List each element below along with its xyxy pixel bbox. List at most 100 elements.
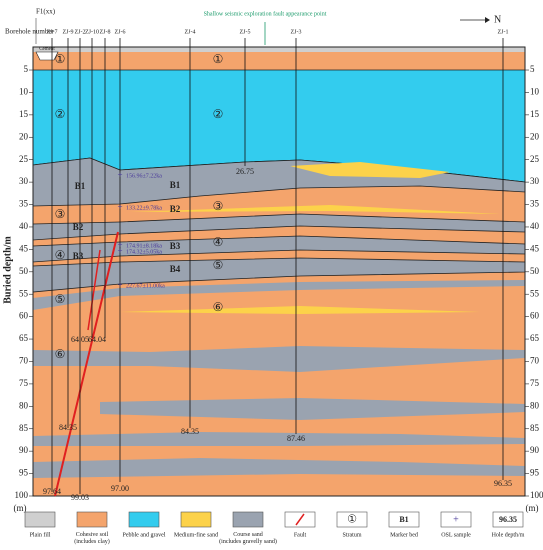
legend-swatch: [180, 511, 212, 528]
depth-tick-label: 85: [530, 423, 540, 433]
depth-tick-label: 90: [530, 445, 540, 455]
depth-tick-label: 30: [530, 176, 540, 186]
legend-swatch: [232, 511, 264, 528]
cement-label: Cement: [39, 47, 55, 52]
stratum-label: ⑥: [55, 347, 66, 361]
depth-tick-label: 50: [19, 266, 29, 276]
depth-tick-label: 75: [530, 378, 540, 388]
hole-depth: 26.75: [236, 167, 254, 176]
depth-tick-label: 5: [24, 64, 29, 74]
stratum-label: ②: [213, 107, 224, 121]
depth-tick-label: 65: [530, 333, 540, 343]
legend-label: Hole depth/m: [492, 532, 525, 538]
hole-depth: 84.35: [59, 423, 77, 432]
depth-tick-label: 20: [530, 131, 540, 141]
legend-swatch: [388, 511, 420, 528]
fault-label: F1(xx): [36, 8, 56, 16]
stratum-label: ①: [213, 52, 224, 66]
fine-sand-lens: [290, 162, 450, 178]
depth-tick-label: 15: [530, 109, 540, 119]
sand-lens: [33, 432, 525, 446]
osl-marker: +: [117, 280, 122, 290]
depth-tick-label: 80: [530, 400, 540, 410]
legend-symbol: ①: [347, 514, 357, 526]
borehole-name: ZJ-3: [291, 29, 302, 35]
stratum-label: ⑥: [213, 300, 224, 314]
legend-label: Plain fill: [30, 531, 51, 538]
marker-bed: B1: [75, 181, 86, 191]
depth-tick-label: 85: [19, 423, 29, 433]
depth-tick-label: 20: [19, 131, 29, 141]
depth-tick-label: 35: [530, 199, 540, 209]
axis-unit: (m): [14, 503, 27, 513]
depth-tick-label: 60: [19, 311, 29, 321]
depth-tick-label: 55: [530, 288, 540, 298]
osl-marker: +: [117, 202, 122, 212]
marker-bed: B3: [170, 241, 181, 251]
legend-symbol: B1: [399, 515, 408, 524]
depth-tick-label: 45: [530, 243, 540, 253]
depth-tick-label: 40: [530, 221, 540, 231]
legend-swatch: [440, 511, 472, 528]
hole-depth: 84.35: [181, 427, 199, 436]
depth-tick-label: 35: [19, 199, 29, 209]
borehole-name: ZJ-5: [240, 29, 251, 35]
legend-fault: [295, 513, 305, 526]
osl-marker: +: [117, 170, 122, 180]
hole-depth: 87.46: [287, 434, 305, 443]
hole-depth: 97.64: [43, 487, 61, 496]
hole-depth: 99.03: [71, 493, 89, 502]
north-arrowhead: [485, 17, 490, 23]
stratum-label: ③: [213, 199, 224, 213]
osl-label: 174.91±8.18ka: [126, 243, 162, 249]
borehole-name: ZJ-2: [75, 29, 86, 35]
north-label: N: [494, 14, 501, 25]
legend-label: Stratum: [343, 532, 362, 538]
hole-depth: 97.00: [111, 484, 129, 493]
sand-lens: [33, 280, 525, 310]
osl-label: 156.96±7.22ka: [126, 173, 162, 179]
depth-tick-label: 60: [530, 311, 540, 321]
legend-label: Medium-fine sand: [174, 531, 218, 538]
borehole-name: ZJ-4: [185, 29, 196, 35]
sand-lens: [100, 398, 525, 420]
osl-marker: +: [117, 246, 122, 256]
depth-tick-label: 15: [19, 109, 29, 119]
marker-bed: B1: [170, 180, 181, 190]
depth-tick-label: 25: [19, 154, 29, 164]
osl-label: 227.67±11.00ka: [126, 283, 165, 289]
borehole-label: Borehole number: [5, 28, 54, 36]
depth-tick-label: 40: [19, 221, 29, 231]
depth-tick-label: 65: [19, 333, 29, 343]
fine-sand-lens: [130, 205, 500, 214]
depth-tick-label: 5: [530, 64, 535, 74]
depth-tick-label: 75: [19, 378, 29, 388]
depth-tick-label: 70: [19, 356, 29, 366]
seismic-note: Shallow seismic exploration fault appear…: [204, 10, 327, 17]
stratum-label: ②: [55, 107, 66, 121]
hole-depth: 64.04: [88, 335, 106, 344]
osl-label: 133.22±9.78ka: [126, 205, 162, 211]
depth-tick-label: 25: [530, 154, 540, 164]
borehole-name: ZJ-7: [47, 29, 58, 35]
depth-tick-label: 95: [19, 468, 29, 478]
borehole-name: ZJ-8: [100, 29, 111, 35]
depth-tick-label: 30: [19, 176, 29, 186]
depth-tick-label: 50: [530, 266, 540, 276]
legend-symbol: 96.35: [499, 515, 517, 524]
legend-swatch: [24, 511, 56, 528]
legend-label: OSL sample: [441, 532, 471, 538]
plain-fill-layer: [33, 47, 525, 52]
depth-tick-label: 55: [19, 288, 29, 298]
sand-lens: [33, 458, 525, 478]
borehole-name: ZJ-6: [115, 29, 126, 35]
depth-tick-label: 45: [19, 243, 29, 253]
borehole-name: ZJ-9: [63, 29, 74, 35]
axis-title: Buried depth/m: [2, 236, 13, 304]
fault-line: [54, 231, 119, 497]
fine-sand-lens: [120, 306, 480, 314]
marker-bed: B2: [73, 222, 84, 232]
borehole-name: ZJ-1: [498, 29, 509, 35]
depth-tick-label: 100: [530, 490, 543, 500]
